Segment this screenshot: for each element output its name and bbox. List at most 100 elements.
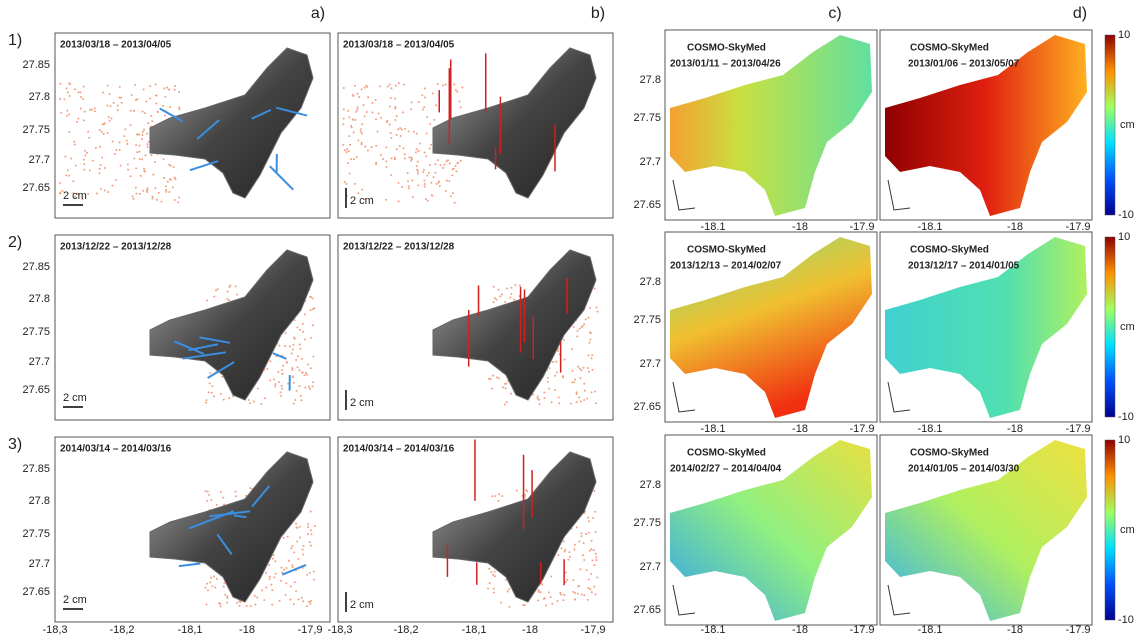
seismic-event — [396, 115, 398, 117]
seismic-event — [492, 574, 494, 576]
seismic-event — [302, 331, 304, 333]
seismic-event — [506, 288, 508, 290]
seismic-event — [563, 594, 565, 596]
seismic-event — [121, 102, 123, 104]
seismic-event — [66, 115, 68, 117]
column-label: a) — [311, 5, 325, 22]
seismic-event — [102, 92, 104, 94]
seismic-event — [289, 346, 291, 348]
x-tick-label: -18,1 — [177, 624, 202, 636]
seismic-event — [498, 500, 500, 502]
seismic-event — [572, 591, 574, 593]
x-tick-label: -17,9 — [297, 624, 322, 636]
seismic-event — [488, 378, 490, 380]
seismic-event — [296, 326, 298, 328]
seismic-event — [581, 593, 583, 595]
seismic-event — [357, 106, 359, 108]
seismic-event — [492, 375, 494, 377]
seismic-event — [493, 286, 495, 288]
seismic-event — [110, 117, 112, 119]
seismic-event — [452, 192, 454, 194]
seismic-event — [391, 157, 393, 159]
seismic-event — [516, 490, 518, 492]
seismic-event — [152, 174, 154, 176]
seismic-event — [310, 296, 312, 298]
seismic-event — [583, 323, 585, 325]
seismic-event — [68, 131, 70, 133]
seismic-event — [554, 389, 556, 391]
seismic-event — [390, 137, 392, 139]
seismic-event — [583, 594, 585, 596]
seismic-event — [160, 201, 162, 203]
seismic-event — [457, 162, 459, 164]
seismic-event — [404, 153, 406, 155]
seismic-event — [592, 559, 594, 561]
seismic-event — [493, 592, 495, 594]
seismic-event — [347, 110, 349, 112]
y-tick-label: 27.8 — [29, 91, 50, 103]
seismic-event — [583, 559, 585, 561]
seismic-event — [99, 168, 101, 170]
seismic-event — [146, 133, 148, 135]
seismic-event — [354, 183, 356, 185]
seismic-event — [269, 360, 271, 362]
seismic-event — [304, 387, 306, 389]
seismic-event — [83, 169, 85, 171]
seismic-event — [271, 589, 273, 591]
seismic-event — [67, 91, 69, 93]
seismic-event — [108, 116, 110, 118]
seismic-event — [74, 88, 76, 90]
seismic-event — [250, 605, 252, 607]
seismic-event — [308, 386, 310, 388]
seismic-event — [580, 532, 582, 534]
seismic-event — [439, 185, 441, 187]
seismic-event — [430, 144, 432, 146]
seismic-event — [295, 590, 297, 592]
seismic-event — [566, 579, 568, 581]
seismic-event — [87, 193, 89, 195]
seismic-event — [174, 89, 176, 91]
seismic-event — [587, 599, 589, 601]
seismic-event — [236, 294, 238, 296]
seismic-event — [494, 297, 496, 299]
seismic-event — [375, 145, 377, 147]
seismic-event — [114, 153, 116, 155]
seismic-event — [63, 98, 65, 100]
seismic-event — [571, 348, 573, 350]
seismic-event — [573, 381, 575, 383]
y-tick-label: 27.8 — [640, 74, 661, 86]
seismic-event — [117, 104, 119, 106]
colorbar-unit: cm — [1120, 119, 1135, 131]
seismic-event — [564, 359, 566, 361]
seismic-event — [389, 105, 391, 107]
seismic-event — [514, 284, 516, 286]
seismic-event — [574, 379, 576, 381]
seismic-event — [99, 172, 101, 174]
seismic-event — [65, 174, 67, 176]
seismic-event — [307, 526, 309, 528]
row-label: 3) — [8, 436, 22, 453]
seismic-event — [281, 567, 283, 569]
seismic-event — [163, 87, 165, 89]
seismic-event — [426, 116, 428, 118]
seismic-event — [309, 388, 311, 390]
seismic-event — [310, 529, 312, 531]
seismic-event — [557, 554, 559, 556]
seismic-event — [213, 395, 215, 397]
seismic-event — [432, 93, 434, 95]
seismic-event — [394, 157, 396, 159]
seismic-event — [313, 570, 315, 572]
seismic-event — [402, 147, 404, 149]
seismic-event — [551, 401, 553, 403]
seismic-event — [438, 180, 440, 182]
seismic-event — [576, 393, 578, 395]
y-tick-label: 27.65 — [22, 586, 50, 598]
seismic-event — [146, 143, 148, 145]
seismic-event — [456, 91, 458, 93]
seismic-event — [235, 491, 237, 493]
seismic-event — [205, 402, 207, 404]
seismic-event — [178, 107, 180, 109]
seismic-event — [296, 390, 298, 392]
seismic-event — [439, 164, 441, 166]
x-tick-label: -18 — [522, 624, 538, 636]
